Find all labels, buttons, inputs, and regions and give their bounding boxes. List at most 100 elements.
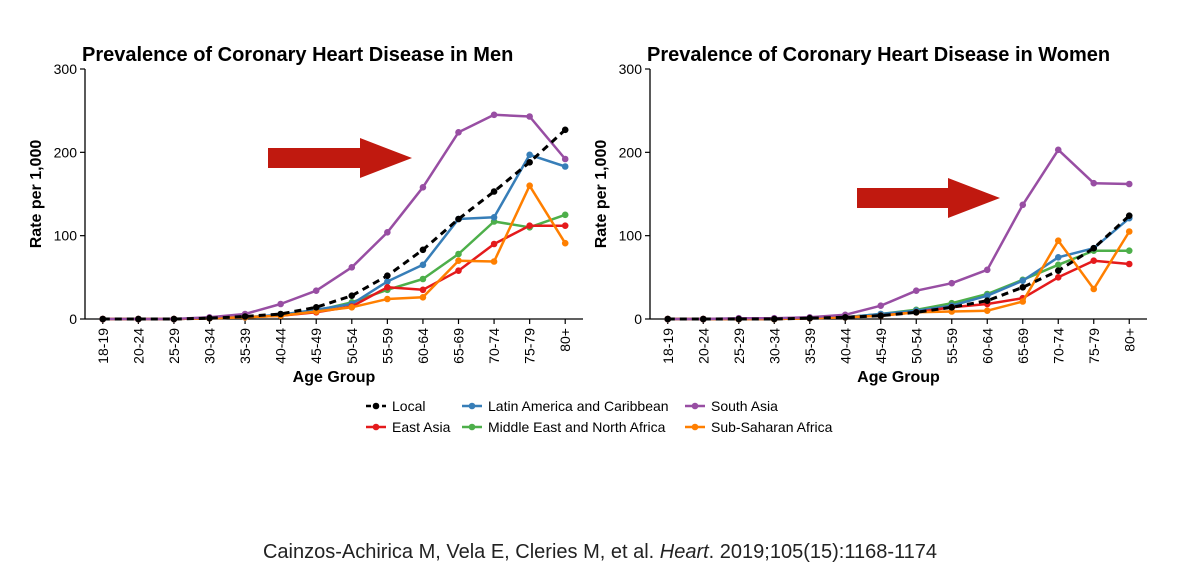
legend-item-sub-saharan-africa: Sub-Saharan Africa bbox=[685, 419, 833, 435]
data-point bbox=[455, 215, 462, 223]
citation-authors: Cainzos-Achirica M, Vela E, Cleries M, e… bbox=[262, 541, 660, 563]
series-latin-america-and-caribbean bbox=[99, 151, 569, 323]
legend-swatch-point bbox=[468, 402, 476, 410]
x-tick-label: 18-19 bbox=[660, 328, 676, 364]
x-tick-label: 65-69 bbox=[451, 328, 467, 364]
data-point bbox=[561, 222, 569, 229]
series-line-local bbox=[102, 128, 567, 321]
x-tick-label: 30-34 bbox=[766, 328, 782, 364]
data-point bbox=[419, 286, 427, 294]
legend-swatch-point bbox=[468, 423, 476, 431]
data-point bbox=[419, 184, 427, 191]
x-tick-label: 70-74 bbox=[1050, 328, 1066, 364]
data-point bbox=[419, 261, 427, 269]
x-tick-label: 80+ bbox=[1121, 328, 1137, 352]
data-point bbox=[455, 257, 462, 264]
x-tick-label: 35-39 bbox=[237, 328, 253, 364]
x-tick-label: 20-24 bbox=[695, 328, 711, 364]
data-point bbox=[1054, 237, 1062, 244]
series-line-local bbox=[667, 214, 1131, 321]
data-point bbox=[348, 304, 356, 311]
data-point bbox=[384, 229, 391, 236]
x-tick-label: 30-34 bbox=[202, 328, 218, 364]
x-tick-label: 45-49 bbox=[308, 328, 324, 364]
data-point bbox=[1019, 298, 1027, 305]
series-line-east-asia bbox=[102, 224, 566, 321]
data-point bbox=[664, 315, 672, 323]
x-tick-label: 80+ bbox=[557, 328, 573, 352]
x-axis-label: Age Group bbox=[857, 369, 940, 386]
data-point bbox=[526, 182, 533, 189]
citation-details: . 2019;105(15):1168-1174 bbox=[708, 541, 938, 563]
legend-label: Latin America and Caribbean bbox=[488, 398, 669, 414]
data-point bbox=[312, 287, 320, 294]
data-point bbox=[561, 239, 569, 247]
data-point bbox=[206, 314, 213, 322]
data-point bbox=[770, 315, 778, 323]
x-tick-label: 65-69 bbox=[1015, 328, 1031, 364]
series-line-middle-east-and-north-africa bbox=[102, 213, 566, 321]
data-point bbox=[877, 302, 885, 309]
data-point bbox=[1090, 179, 1098, 187]
x-tick-label: 25-29 bbox=[166, 328, 182, 364]
legend-label: East Asia bbox=[392, 419, 451, 435]
series-local bbox=[99, 126, 569, 323]
arrow-right-icon bbox=[857, 178, 1000, 218]
data-point bbox=[983, 307, 991, 314]
data-point bbox=[561, 155, 569, 163]
data-point bbox=[1125, 212, 1133, 219]
data-point bbox=[490, 111, 498, 119]
x-tick-label: 50-54 bbox=[908, 328, 924, 364]
x-tick-label: 45-49 bbox=[873, 328, 889, 364]
data-point bbox=[841, 314, 849, 321]
series-local bbox=[664, 212, 1133, 323]
data-point bbox=[806, 314, 814, 322]
data-point bbox=[1090, 244, 1098, 252]
chart-title-women: Prevalence of Coronary Heart Disease in … bbox=[647, 44, 1110, 66]
legend-label: Local bbox=[392, 398, 425, 414]
data-point bbox=[455, 267, 462, 274]
series-middle-east-and-north-africa bbox=[664, 247, 1133, 323]
legend-item-middle-east-and-north-africa: Middle East and North Africa bbox=[462, 419, 666, 435]
y-axis-label: Rate per 1,000 bbox=[593, 140, 610, 249]
data-point bbox=[526, 222, 533, 229]
legend-swatch-point bbox=[372, 402, 380, 410]
data-point bbox=[490, 214, 498, 221]
data-point bbox=[948, 279, 956, 287]
x-tick-label: 55-59 bbox=[379, 328, 395, 364]
data-point bbox=[561, 126, 569, 134]
arrow-right-icon bbox=[268, 138, 412, 178]
data-point bbox=[384, 295, 391, 303]
data-point bbox=[983, 292, 991, 299]
data-point bbox=[1054, 254, 1062, 261]
citation: Cainzos-Achirica M, Vela E, Cleries M, e… bbox=[0, 541, 1200, 564]
chart-panel-men: Prevalence of Coronary Heart Disease in … bbox=[28, 44, 583, 386]
data-point bbox=[384, 284, 391, 291]
y-tick-label: 300 bbox=[54, 61, 78, 77]
y-tick-label: 100 bbox=[54, 228, 78, 244]
data-point bbox=[1090, 285, 1098, 293]
data-point bbox=[277, 310, 284, 318]
data-point bbox=[1019, 277, 1027, 284]
data-point bbox=[135, 315, 142, 323]
x-tick-label: 60-64 bbox=[979, 328, 995, 364]
data-point bbox=[1019, 201, 1027, 209]
data-point bbox=[455, 250, 462, 258]
data-point bbox=[526, 151, 533, 159]
legend-item-south-asia: South Asia bbox=[685, 398, 778, 414]
x-tick-label: 40-44 bbox=[837, 328, 853, 364]
data-point bbox=[348, 264, 356, 271]
data-point bbox=[948, 304, 956, 311]
x-tick-label: 20-24 bbox=[130, 328, 146, 364]
x-tick-label: 35-39 bbox=[802, 328, 818, 364]
data-point bbox=[1125, 180, 1133, 188]
y-tick-label: 0 bbox=[634, 311, 642, 327]
data-point bbox=[1054, 274, 1062, 281]
data-point bbox=[526, 159, 533, 166]
chart-title-men: Prevalence of Coronary Heart Disease in … bbox=[82, 44, 513, 66]
x-tick-label: 75-79 bbox=[1086, 328, 1102, 364]
x-tick-label: 55-59 bbox=[944, 328, 960, 364]
legend-swatch-point bbox=[691, 423, 699, 431]
x-axis-label: Age Group bbox=[293, 369, 376, 386]
